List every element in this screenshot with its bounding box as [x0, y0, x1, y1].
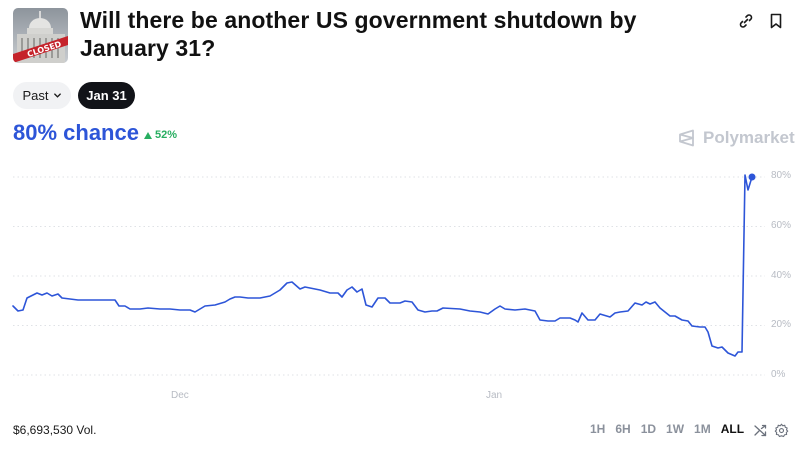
delta-value: 52% [155, 129, 178, 141]
time-range-selector: 1H 6H 1D 1W 1M ALL [590, 422, 754, 436]
range-1m[interactable]: 1M [694, 422, 711, 436]
price-line [12, 174, 753, 357]
range-6h[interactable]: 6H [615, 422, 631, 436]
x-tick-dec: Dec [171, 390, 189, 401]
polymarket-logo-icon [679, 129, 694, 147]
polymarket-watermark: Polymarket [677, 128, 795, 148]
market-title: Will there be another US government shut… [80, 7, 637, 61]
past-label: Past [22, 88, 49, 103]
gear-icon[interactable] [774, 423, 789, 438]
price-chart[interactable] [0, 160, 800, 405]
market-thumbnail: CLOSED [13, 8, 68, 63]
bookmark-icon[interactable] [767, 12, 785, 30]
up-arrow-icon [144, 131, 152, 139]
chance-delta: 52% [144, 129, 177, 141]
range-1h[interactable]: 1H [590, 422, 606, 436]
y-tick-60: 60% [771, 220, 792, 231]
shuffle-icon[interactable] [753, 423, 768, 438]
volume-label: $6,693,530 Vol. [13, 423, 97, 437]
y-tick-40: 40% [771, 270, 792, 281]
range-1d[interactable]: 1D [640, 422, 657, 436]
date-pill-jan-31[interactable]: Jan 31 [78, 82, 135, 109]
y-tick-0: 0% [771, 369, 786, 380]
chart-gridlines [13, 176, 765, 376]
range-all[interactable]: ALL [720, 422, 745, 436]
range-1w[interactable]: 1W [666, 422, 685, 436]
y-tick-20: 20% [771, 319, 792, 330]
y-tick-80: 80% [771, 170, 792, 181]
past-dropdown[interactable]: Past [13, 82, 71, 109]
brand-name: Polymarket [703, 128, 795, 147]
x-tick-jan: Jan [486, 390, 503, 401]
link-icon[interactable] [737, 12, 755, 30]
chance-value: 80% chance [13, 120, 139, 145]
chevron-down-icon [53, 93, 61, 98]
last-point-marker[interactable] [748, 173, 756, 181]
